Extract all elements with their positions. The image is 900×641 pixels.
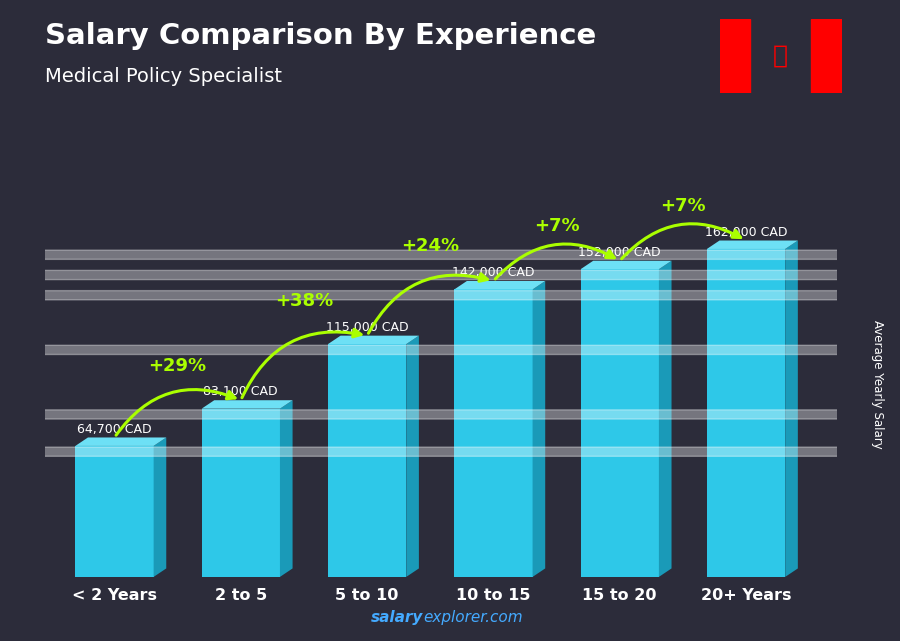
Bar (454, 290, 533, 577)
FancyArrowPatch shape (368, 274, 488, 333)
Circle shape (0, 345, 900, 354)
Text: +7%: +7% (660, 197, 706, 215)
Circle shape (0, 447, 900, 456)
Circle shape (0, 290, 900, 300)
Polygon shape (785, 240, 797, 577)
Text: 64,700 CAD: 64,700 CAD (77, 422, 152, 435)
FancyArrowPatch shape (242, 329, 361, 397)
FancyArrowPatch shape (622, 224, 741, 259)
Polygon shape (202, 400, 292, 409)
Bar (706, 249, 785, 577)
Text: Average Yearly Salary: Average Yearly Salary (871, 320, 884, 449)
Text: 🍁: 🍁 (773, 44, 788, 68)
Polygon shape (533, 281, 545, 577)
Polygon shape (328, 336, 418, 344)
Polygon shape (659, 261, 671, 577)
Bar (76, 446, 154, 577)
Text: explorer.com: explorer.com (423, 610, 523, 625)
Circle shape (0, 410, 900, 419)
Bar (202, 409, 280, 577)
Polygon shape (406, 336, 419, 577)
Text: 152,000 CAD: 152,000 CAD (579, 246, 661, 259)
Bar (580, 269, 659, 577)
FancyArrowPatch shape (116, 390, 235, 435)
Polygon shape (280, 400, 292, 577)
Text: 115,000 CAD: 115,000 CAD (326, 320, 409, 334)
Text: Salary Comparison By Experience: Salary Comparison By Experience (45, 22, 596, 51)
Polygon shape (154, 437, 166, 577)
Text: salary: salary (371, 610, 423, 625)
Polygon shape (454, 281, 545, 290)
Bar (328, 344, 406, 577)
Text: Medical Policy Specialist: Medical Policy Specialist (45, 67, 282, 87)
Polygon shape (580, 261, 671, 269)
FancyArrowPatch shape (495, 244, 615, 279)
Polygon shape (720, 19, 751, 93)
Text: +24%: +24% (401, 237, 459, 255)
Text: 142,000 CAD: 142,000 CAD (452, 266, 535, 279)
Text: +29%: +29% (148, 356, 207, 374)
Text: 162,000 CAD: 162,000 CAD (705, 226, 788, 238)
Polygon shape (706, 240, 797, 249)
Text: +7%: +7% (534, 217, 580, 235)
Polygon shape (76, 437, 166, 446)
Text: +38%: +38% (274, 292, 333, 310)
Circle shape (0, 271, 900, 279)
Polygon shape (811, 19, 842, 93)
Text: 83,100 CAD: 83,100 CAD (203, 385, 278, 398)
Circle shape (0, 250, 900, 260)
